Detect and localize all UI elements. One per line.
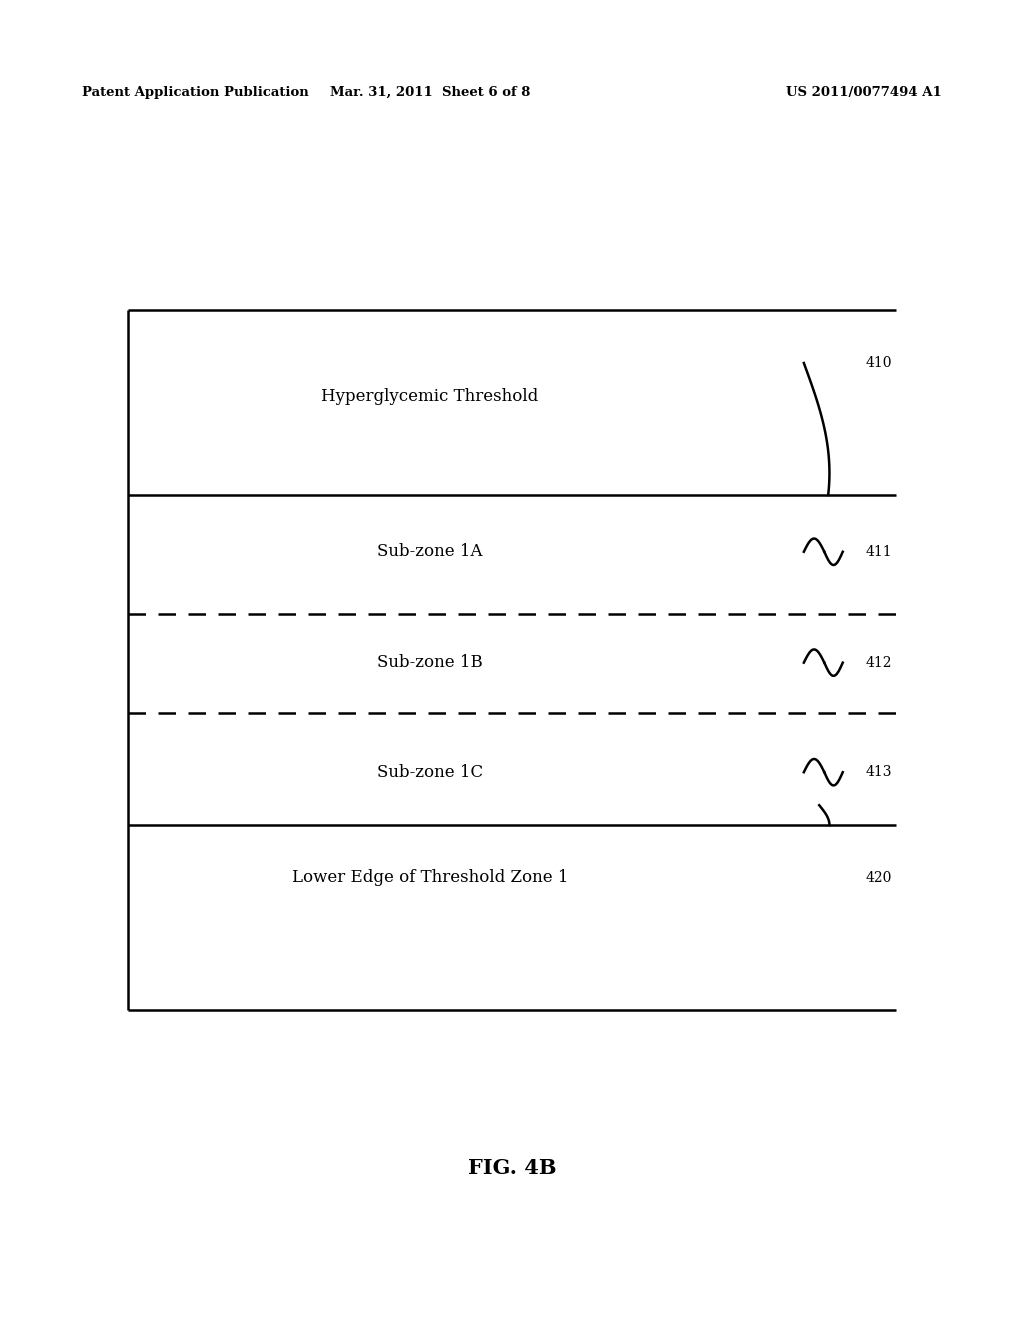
Text: Mar. 31, 2011  Sheet 6 of 8: Mar. 31, 2011 Sheet 6 of 8 (330, 86, 530, 99)
Text: Lower Edge of Threshold Zone 1: Lower Edge of Threshold Zone 1 (292, 870, 568, 886)
Text: 413: 413 (865, 766, 892, 779)
Text: Hyperglycemic Threshold: Hyperglycemic Threshold (322, 388, 539, 404)
Text: Patent Application Publication: Patent Application Publication (82, 86, 308, 99)
Text: US 2011/0077494 A1: US 2011/0077494 A1 (786, 86, 942, 99)
Text: Sub-zone 1C: Sub-zone 1C (377, 764, 483, 780)
Text: FIG. 4B: FIG. 4B (468, 1158, 556, 1179)
Text: Sub-zone 1A: Sub-zone 1A (377, 544, 483, 560)
Text: Sub-zone 1B: Sub-zone 1B (377, 655, 483, 671)
Text: 410: 410 (865, 356, 892, 370)
Text: 412: 412 (865, 656, 892, 669)
Text: 411: 411 (865, 545, 892, 558)
Text: 420: 420 (865, 871, 892, 884)
